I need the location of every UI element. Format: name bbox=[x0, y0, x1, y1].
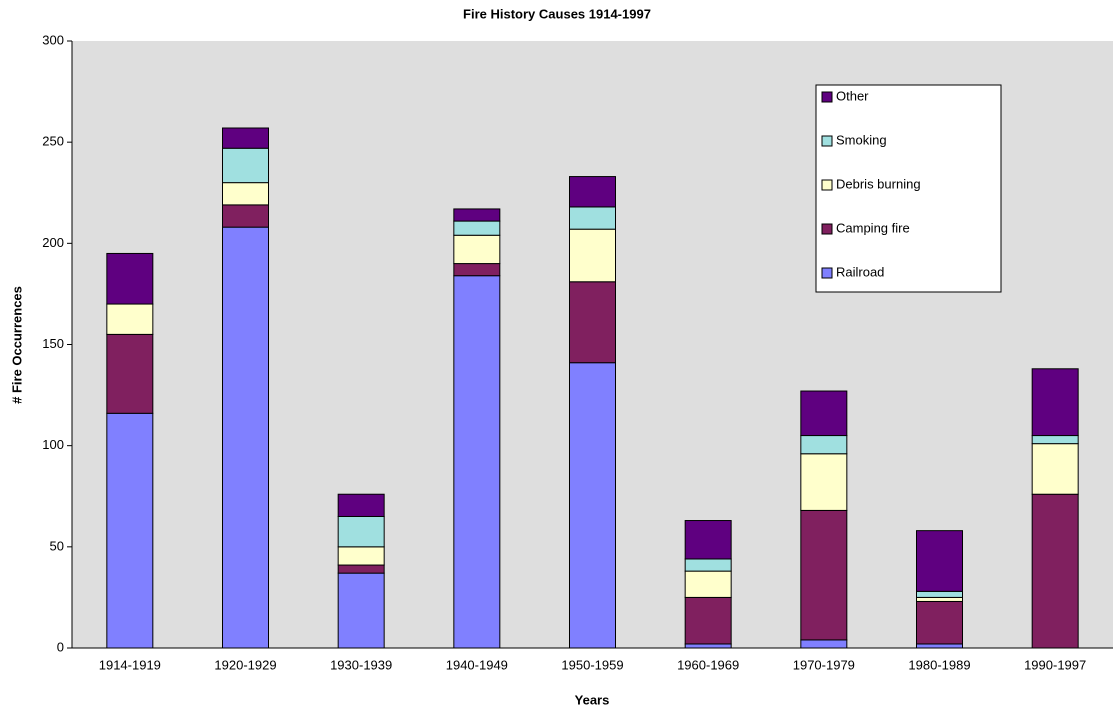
y-tick-label: 250 bbox=[42, 134, 64, 149]
legend-label: Camping fire bbox=[836, 220, 910, 235]
legend-swatch bbox=[821, 91, 833, 103]
bar-segment bbox=[569, 281, 616, 364]
bar-segment bbox=[1031, 435, 1079, 445]
bar-segment bbox=[453, 263, 501, 277]
bar-segment bbox=[222, 226, 269, 649]
legend-swatch bbox=[821, 135, 833, 147]
y-tick-label: 150 bbox=[42, 336, 64, 351]
x-tick-label: 1950-1959 bbox=[561, 657, 623, 672]
y-tick-label: 0 bbox=[57, 639, 64, 654]
bar-segment bbox=[453, 234, 501, 265]
bar-segment bbox=[569, 176, 616, 208]
x-tick-label: 1980-1989 bbox=[908, 657, 970, 672]
bar-segment bbox=[800, 639, 848, 649]
bar-segment bbox=[916, 590, 963, 598]
bar-segment bbox=[222, 147, 269, 184]
y-tick-label: 100 bbox=[42, 437, 64, 452]
legend-swatch bbox=[821, 267, 833, 279]
x-tick-label: 1970-1979 bbox=[793, 657, 855, 672]
bar-segment bbox=[916, 600, 963, 645]
bar-segment bbox=[337, 515, 385, 548]
legend-label: Debris burning bbox=[836, 176, 921, 191]
x-tick-label: 1960-1969 bbox=[677, 657, 739, 672]
bar-segment bbox=[800, 453, 848, 511]
bar-segment bbox=[569, 362, 616, 649]
bar-segment bbox=[569, 206, 616, 230]
bar-segment bbox=[916, 643, 963, 649]
bar-segment bbox=[800, 435, 848, 455]
bar-segment bbox=[453, 275, 501, 649]
y-axis-label: # Fire Occurrences bbox=[9, 286, 24, 404]
bar-segment bbox=[106, 333, 154, 414]
bar-segment bbox=[569, 228, 616, 283]
y-tick-label: 200 bbox=[42, 235, 64, 250]
bar-segment bbox=[453, 208, 501, 222]
bar-segment bbox=[684, 596, 732, 645]
bar-segment bbox=[337, 546, 385, 566]
x-tick-label: 1930-1939 bbox=[330, 657, 392, 672]
x-tick-label: 1914-1919 bbox=[99, 657, 161, 672]
bar-segment bbox=[106, 412, 154, 649]
y-tick-label: 300 bbox=[42, 32, 64, 47]
bar-segment bbox=[1031, 493, 1079, 649]
x-tick-label: 1920-1929 bbox=[214, 657, 276, 672]
bar-segment bbox=[684, 558, 732, 572]
legend-label: Smoking bbox=[836, 132, 887, 147]
bar-segment bbox=[337, 493, 385, 517]
bar-segment bbox=[337, 572, 385, 649]
bar-segment bbox=[916, 530, 963, 592]
legend-swatch bbox=[821, 223, 833, 235]
bar-segment bbox=[684, 570, 732, 598]
legend-label: Other bbox=[836, 88, 869, 103]
bar-segment bbox=[453, 220, 501, 236]
bar-segment bbox=[684, 643, 732, 649]
x-tick-label: 1940-1949 bbox=[446, 657, 508, 672]
x-tick-label: 1990-1997 bbox=[1024, 657, 1086, 672]
bar-segment bbox=[337, 564, 385, 574]
bar-segment bbox=[800, 509, 848, 641]
bar-segment bbox=[106, 252, 154, 305]
legend-swatch bbox=[821, 179, 833, 191]
bar-segment bbox=[222, 127, 269, 149]
bar-segment bbox=[1031, 368, 1079, 437]
legend-box bbox=[815, 84, 1002, 293]
bar-segment bbox=[916, 596, 963, 602]
bar-segment bbox=[222, 204, 269, 228]
x-axis-label: Years bbox=[575, 692, 610, 707]
bar-segment bbox=[1031, 443, 1079, 495]
y-tick-label: 50 bbox=[50, 538, 64, 553]
bar-segment bbox=[106, 303, 154, 335]
chart-title: Fire History Causes 1914-1997 bbox=[463, 6, 651, 21]
bar-segment bbox=[684, 520, 732, 560]
legend-label: Railroad bbox=[836, 264, 884, 279]
bar-segment bbox=[222, 182, 269, 206]
bar-segment bbox=[800, 390, 848, 437]
